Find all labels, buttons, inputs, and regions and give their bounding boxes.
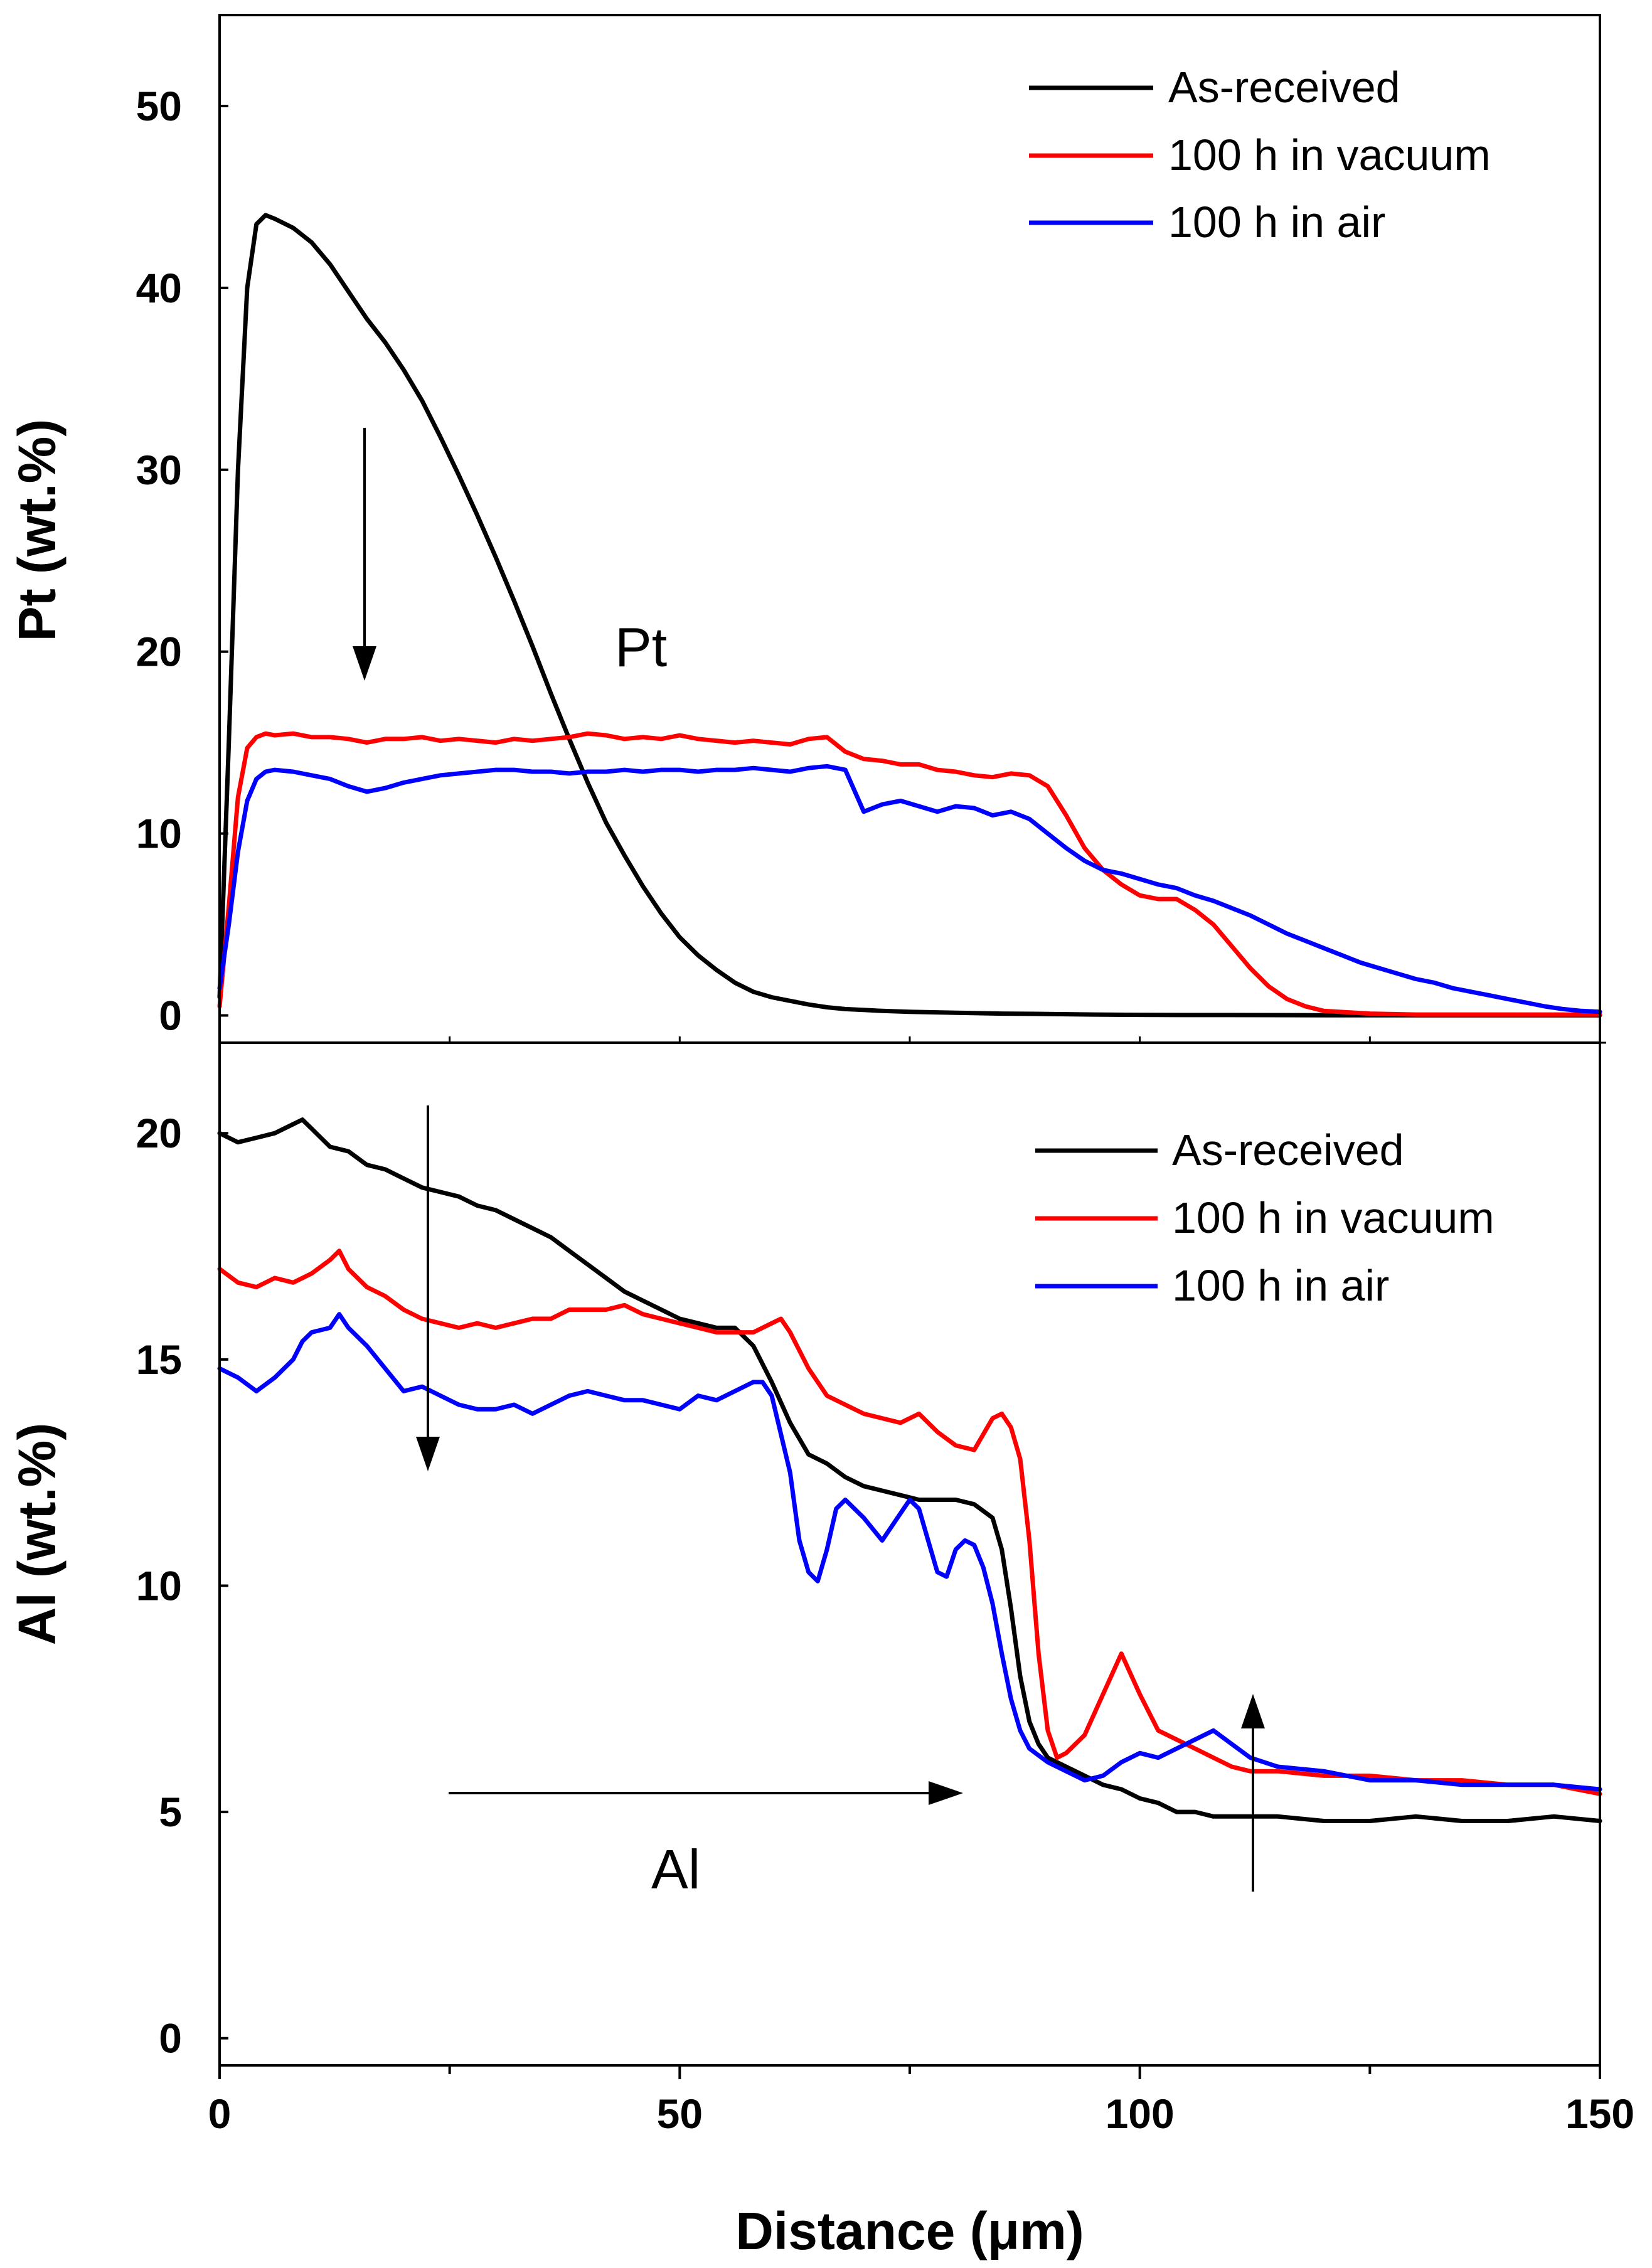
- al-x-tick-label-0: 0: [208, 2090, 232, 2137]
- pt-y-tick-label-0: 0: [159, 993, 182, 1039]
- al-legend-label-as-received: As-received: [1172, 1126, 1404, 1174]
- al-y-tick-label-0: 0: [159, 2015, 182, 2062]
- al-y-tick-label-15: 15: [136, 1336, 182, 1383]
- al-legend-label-100h-vacuum: 100 h in vacuum: [1172, 1193, 1495, 1242]
- pt-panel: 0 10 20 30 40 50 Pt (wt.%) As-received 100 h …: [8, 14, 1606, 1044]
- pt-y-axis-title: Pt (wt.%): [8, 419, 67, 642]
- al-x-tick-label-150: 150: [1565, 2090, 1634, 2137]
- al-x-tick-label-100: 100: [1106, 2090, 1175, 2137]
- pt-y-tick-label-20: 20: [136, 629, 182, 675]
- al-arrow-right: [449, 1781, 963, 1805]
- legend-label-100h-vacuum: 100 h in vacuum: [1168, 130, 1491, 179]
- pt-series-100-h-in-air: [217, 764, 1602, 1014]
- x-axis-title: Distance (μm): [735, 2201, 1084, 2260]
- al-y-tick-label-5: 5: [159, 1789, 182, 1835]
- pt-y-tick-label-40: 40: [136, 265, 182, 311]
- pt-y-tick-label-30: 30: [136, 447, 182, 493]
- legend-label-as-received: As-received: [1168, 63, 1400, 112]
- legend-label-100h-air: 100 h in air: [1168, 198, 1385, 247]
- pt-series-as-received: [217, 213, 1602, 1018]
- al-arrow-down: [416, 1105, 440, 1471]
- al-series-layer: [217, 1117, 1602, 1823]
- pt-y-ticks: 0 10 20 30 40 50: [136, 83, 1371, 1043]
- al-y-tick-label-20: 20: [136, 1110, 182, 1156]
- al-series-100-h-in-air: [217, 1312, 1602, 1792]
- pt-y-tick-label-50: 50: [136, 83, 182, 129]
- pt-series-layer: [217, 213, 1602, 1018]
- al-y-axis-title: Al (wt.%): [8, 1423, 67, 1646]
- al-arrow-up: [1241, 1694, 1265, 1892]
- al-x-tick-label-50: 50: [657, 2090, 703, 2137]
- pt-y-tick-label-10: 10: [136, 811, 182, 857]
- pt-annotation: Pt: [615, 616, 667, 678]
- pt-arrow: [353, 428, 376, 681]
- al-legend: As-received 100 h in vacuum 100 h in air: [1035, 1126, 1495, 1310]
- al-panel: 0 5 10 15 20 0 50 100 150 Al (wt.%) Distance (μ…: [8, 1041, 1634, 2260]
- al-x-ticks: 0 50 100 150: [208, 2065, 1634, 2137]
- al-annotation: Al: [651, 1838, 700, 1900]
- al-y-ticks: 0 5 10 15 20: [136, 1110, 228, 2062]
- pt-series-100-h-in-vacuum: [217, 731, 1602, 1017]
- pt-legend: As-received 100 h in vacuum 100 h in air: [1029, 63, 1491, 247]
- al-series-as-received: [217, 1117, 1602, 1823]
- al-series-100-h-in-vacuum: [217, 1248, 1602, 1796]
- al-y-tick-label-10: 10: [136, 1562, 182, 1609]
- al-legend-label-100h-air: 100 h in air: [1172, 1261, 1389, 1310]
